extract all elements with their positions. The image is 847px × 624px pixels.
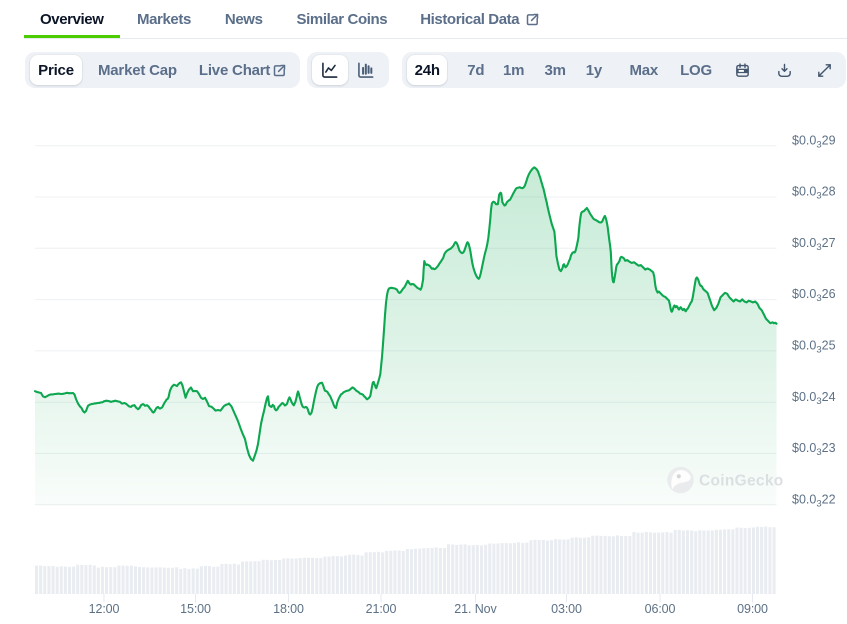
svg-text:$0.0329: $0.0329 xyxy=(792,133,836,150)
svg-text:03:00: 03:00 xyxy=(551,602,582,616)
svg-text:09:00: 09:00 xyxy=(737,602,768,616)
svg-text:18:00: 18:00 xyxy=(273,602,304,616)
svg-text:$0.0323: $0.0323 xyxy=(792,441,836,458)
svg-text:15:00: 15:00 xyxy=(180,602,211,616)
svg-text:21:00: 21:00 xyxy=(366,602,397,616)
svg-text:$0.0328: $0.0328 xyxy=(792,185,836,202)
svg-text:$0.0325: $0.0325 xyxy=(792,339,836,356)
svg-text:06:00: 06:00 xyxy=(645,602,676,616)
svg-text:$0.0324: $0.0324 xyxy=(792,390,836,407)
svg-text:12:00: 12:00 xyxy=(89,602,120,616)
svg-text:CoinGecko: CoinGecko xyxy=(699,473,784,490)
svg-text:21. Nov: 21. Nov xyxy=(454,602,497,616)
svg-text:$0.0327: $0.0327 xyxy=(792,236,836,253)
svg-text:$0.0322: $0.0322 xyxy=(792,492,836,509)
svg-text:$0.0326: $0.0326 xyxy=(792,287,836,304)
